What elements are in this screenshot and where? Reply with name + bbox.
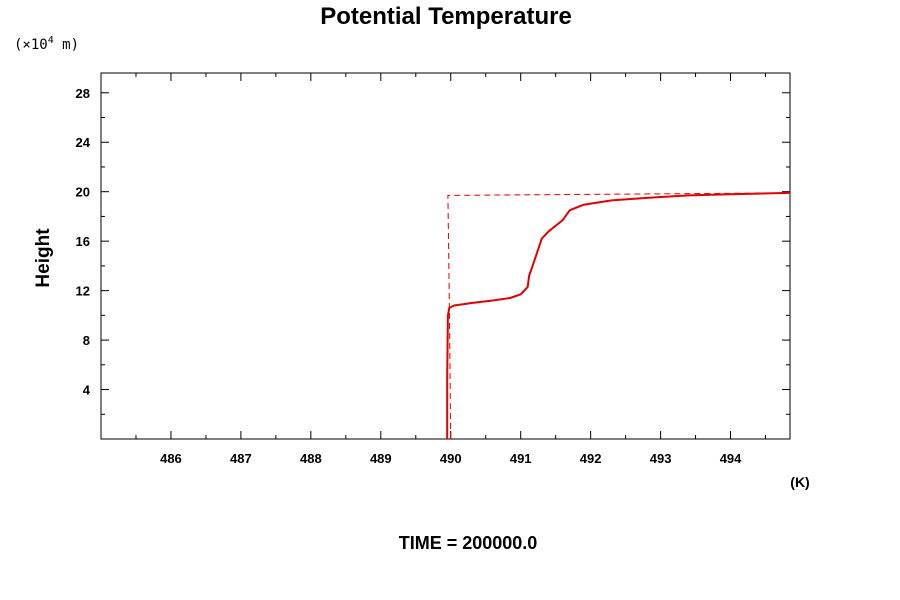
x-tick-label: 486 [160,451,182,466]
x-axis-unit: (K) [790,474,809,490]
plot-frame [100,72,791,440]
x-tick-label: 490 [440,451,462,466]
x-tick-label: 493 [650,451,672,466]
y-tick-label: 8 [83,333,90,348]
time-label: TIME = 200000.0 [399,533,538,553]
x-tick-label: 491 [510,451,532,466]
chart-title: Potential Temperature [320,3,572,30]
axis-ticks [100,73,790,439]
y-tick-label: 24 [76,135,91,150]
series-line-solid [446,191,791,439]
x-tick-label: 487 [230,451,252,466]
tick-labels: 486 487 488 489 490 491 492 493 494 4 8 12 16 20 24 28 [76,86,743,466]
y-tick-label: 12 [76,284,90,299]
y-axis-label: Height [33,228,54,288]
x-tick-label: 492 [580,451,602,466]
x-tick-label: 494 [720,451,742,466]
y-tick-label: 16 [76,234,90,249]
x-tick-label: 488 [300,451,322,466]
y-axis-unit: (×104 m) [14,35,79,53]
series-layer [446,191,791,440]
y-tick-label: 28 [76,86,90,101]
y-tick-label: 4 [83,383,91,398]
series-line-dashed [447,192,791,440]
y-tick-label: 20 [76,185,90,200]
x-tick-label: 489 [370,451,392,466]
